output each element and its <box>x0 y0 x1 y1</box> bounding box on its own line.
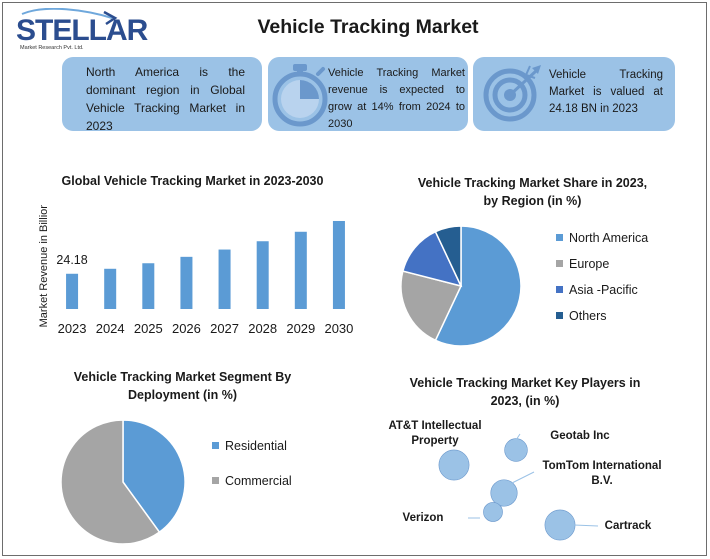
bar <box>294 231 307 309</box>
info-card-text: Vehicle Tracking Market revenue is expec… <box>328 67 465 130</box>
info-card-text: Vehicle Tracking Market is valued at 24.… <box>549 69 663 115</box>
x-tick-label: 2028 <box>248 321 277 336</box>
logo-swoosh-icon <box>21 8 118 26</box>
stopwatch-icon <box>272 64 328 127</box>
logo-tagline: Market Research Pvt. Ltd. <box>20 45 84 51</box>
player-bubble <box>504 438 528 462</box>
player-label: TomTom International B.V. <box>542 460 662 487</box>
legend-item: Europe <box>556 257 609 271</box>
pie-slice <box>122 419 186 534</box>
player-label: Cartrack <box>604 520 652 532</box>
info-card-region: North America is the dominant region in … <box>62 57 262 133</box>
legend-item: North America <box>556 231 648 245</box>
bar <box>218 249 231 309</box>
x-tick-label: 2024 <box>96 321 125 336</box>
bar <box>104 268 117 309</box>
pie-slice <box>400 270 463 342</box>
x-tick-label: 2025 <box>134 321 163 336</box>
target-icon <box>483 65 541 122</box>
player-bubble <box>438 449 470 481</box>
legend-label: Residential <box>225 439 287 453</box>
legend-label: Europe <box>569 257 610 271</box>
leader-line <box>573 524 599 527</box>
region-pie-chart <box>400 225 522 347</box>
pie-slice <box>434 225 462 287</box>
player-label: AT&T Intellectual Property <box>388 420 482 447</box>
legend-label: Asia -Pacific <box>569 283 638 297</box>
player-label: Verizon <box>402 512 444 524</box>
player-bubble <box>544 509 576 541</box>
x-tick-label: 2027 <box>210 321 239 336</box>
x-tick-label: 2023 <box>58 321 87 336</box>
x-tick-label: 2030 <box>324 321 353 336</box>
leader-line <box>515 433 521 441</box>
bar <box>180 256 193 309</box>
legend-label: Commercial <box>225 474 292 488</box>
legend-swatch <box>212 442 219 450</box>
x-tick-label: 2026 <box>172 321 201 336</box>
info-card-value: Vehicle Tracking Market is valued at 24.… <box>473 57 675 131</box>
legend-swatch <box>556 234 563 242</box>
bar <box>66 273 79 309</box>
legend-swatch <box>212 477 219 485</box>
page-title: Vehicle Tracking Market <box>257 16 479 38</box>
legend-item: Residential <box>212 439 287 453</box>
legend-label: Others <box>569 309 607 323</box>
legend-swatch <box>556 286 563 294</box>
player-bubble <box>483 502 503 522</box>
region-pie-title: Vehicle Tracking Market Share in 2023, b… <box>417 176 648 208</box>
legend-label: North America <box>569 231 649 245</box>
pie-slice <box>60 419 161 545</box>
deployment-pie-title: Vehicle Tracking Market Segment By Deplo… <box>73 370 292 402</box>
deployment-pie-chart <box>60 419 186 545</box>
leader-line <box>509 471 535 485</box>
bar <box>332 220 345 309</box>
bar <box>142 263 155 309</box>
player-label: Geotab Inc <box>550 430 610 442</box>
info-card-growth: Vehicle Tracking Market revenue is expec… <box>268 57 468 131</box>
legend-item: Commercial <box>212 474 292 488</box>
bar-chart: Market Revenue in Billion 2023 24.18 2024 20… <box>38 205 353 336</box>
key-players-chart <box>438 433 599 541</box>
stellar-logo: STELLAR Market Research Pvt. Ltd. <box>16 8 148 56</box>
bar <box>256 241 269 309</box>
legend-swatch <box>556 260 563 268</box>
legend-swatch <box>556 312 563 320</box>
player-bubble <box>490 479 518 507</box>
legend-item: Others <box>556 309 607 323</box>
y-axis-label: Market Revenue in Billion <box>38 205 50 327</box>
pie-slice <box>434 225 522 347</box>
info-card-text: North America is the dominant region in … <box>86 65 245 133</box>
x-tick-label: 2029 <box>286 321 315 336</box>
legend-item: Asia -Pacific <box>556 283 638 297</box>
pie-slice <box>401 230 463 288</box>
bar-chart-title: Global Vehicle Tracking Market in 2023-2… <box>61 174 324 188</box>
logo-brand: STELLAR <box>16 14 148 47</box>
key-players-title: Vehicle Tracking Market Key Players in 2… <box>409 376 641 408</box>
data-label: 24.18 <box>56 253 87 267</box>
